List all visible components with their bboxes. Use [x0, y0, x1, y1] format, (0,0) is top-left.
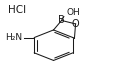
- Text: OH: OH: [66, 8, 80, 17]
- Text: B: B: [58, 15, 65, 25]
- Text: HCl: HCl: [8, 5, 26, 15]
- Text: O: O: [72, 19, 79, 29]
- Text: H₂N: H₂N: [6, 33, 23, 42]
